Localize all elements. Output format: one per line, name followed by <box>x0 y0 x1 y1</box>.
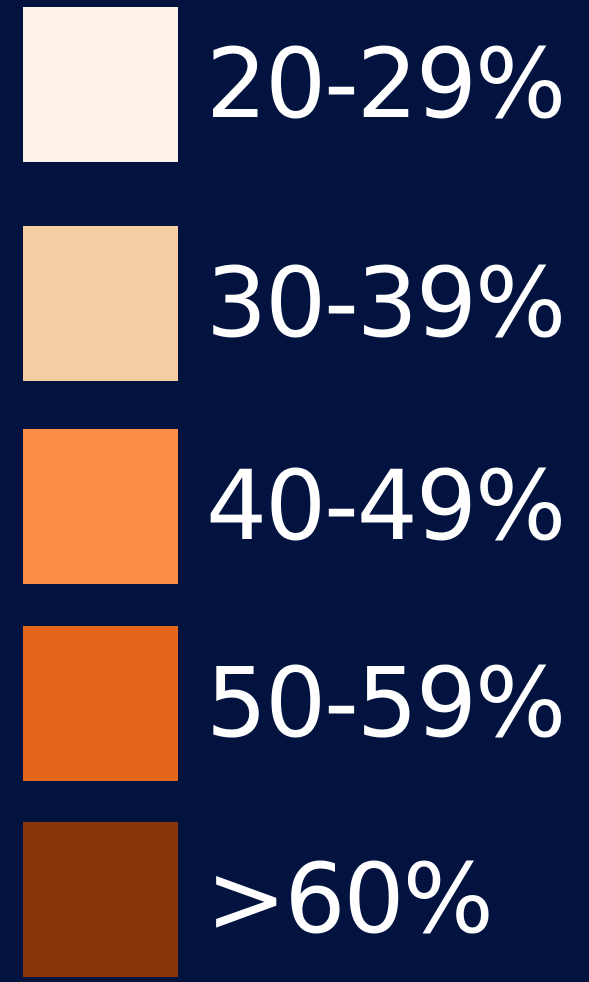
color-swatch <box>23 226 178 381</box>
color-swatch <box>23 7 178 162</box>
legend-label: 40-49% <box>206 450 566 562</box>
color-swatch <box>23 429 178 584</box>
color-swatch <box>23 822 178 977</box>
legend-item: 30-39% <box>0 226 589 386</box>
legend-item: >60% <box>0 822 589 982</box>
legend-item: 40-49% <box>0 429 589 589</box>
legend-label: 30-39% <box>206 247 566 359</box>
legend-label: 50-59% <box>206 647 566 759</box>
legend-label: >60% <box>206 843 494 955</box>
color-swatch <box>23 626 178 781</box>
legend-label: 20-29% <box>206 28 566 140</box>
legend-item: 50-59% <box>0 626 589 786</box>
legend-item: 20-29% <box>0 7 589 167</box>
